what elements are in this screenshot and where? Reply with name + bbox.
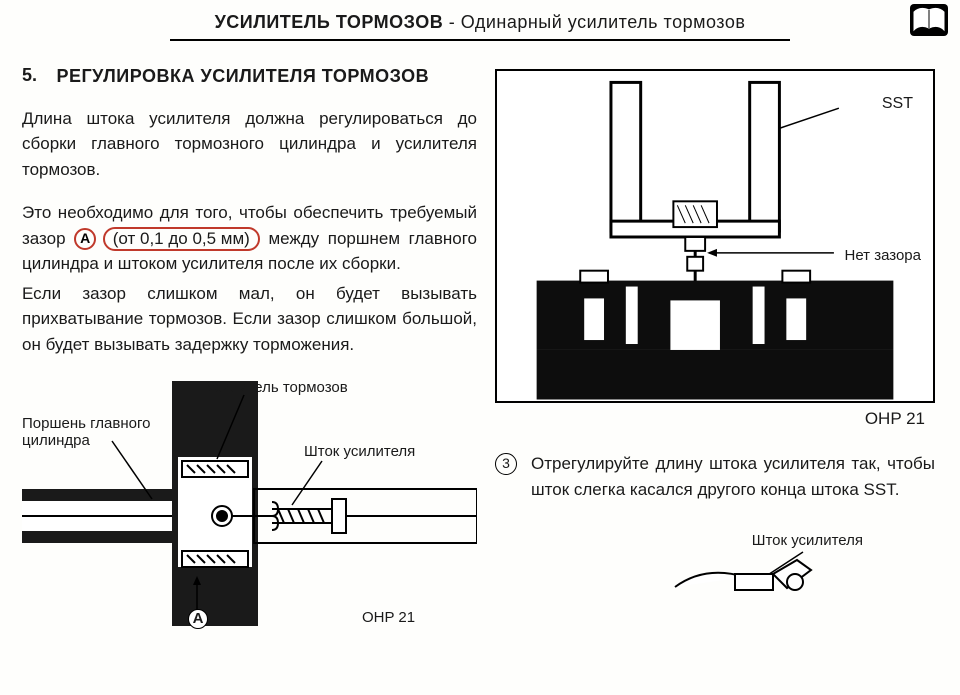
step-3: 3 Отрегулируйте длину штока усилителя та…: [495, 451, 935, 504]
book-icon: [910, 4, 948, 36]
content-area: 5. РЕГУЛИРОВКА УСИЛИТЕЛЯ ТОРМОЗОВ Длина …: [0, 45, 960, 626]
fig-top-sst-label: SST: [882, 95, 913, 113]
fig-bl-label-rod: Шток усилителя: [304, 443, 415, 460]
header-rest: - Одинарный усилитель тормозов: [443, 12, 745, 32]
header-title: УСИЛИТЕЛЬ ТОРМОЗОВ - Одинарный усилитель…: [215, 12, 746, 32]
step-3-number: 3: [495, 453, 517, 475]
paragraph-1: Длина штока усилителя должна регулиро­ва…: [22, 106, 477, 183]
paragraph-3: Если зазор слишком мал, он будет вызыват…: [22, 281, 477, 358]
figure-top: SST Нет зазора: [495, 69, 935, 403]
highlight-range: (от 0,1 до 0,5 мм): [103, 227, 260, 251]
step-3-text: Отрегулируйте длину штока усилителя так,…: [531, 451, 935, 504]
page-header: УСИЛИТЕЛЬ ТОРМОЗОВ - Одинарный усилитель…: [0, 0, 960, 45]
fig-br-rod-label: Шток усилителя: [752, 532, 863, 549]
fig-top-ref: OHP 21: [495, 403, 935, 429]
fig-top-nogap-label: Нет зазора: [844, 247, 921, 264]
left-column: 5. РЕГУЛИРОВКА УСИЛИТЕЛЯ ТОРМОЗОВ Длина …: [22, 65, 477, 626]
section-heading: 5. РЕГУЛИРОВКА УСИЛИТЕЛЯ ТОРМОЗОВ: [22, 65, 477, 88]
figure-bottom-right: Шток усилителя: [495, 532, 935, 597]
fig-bl-label-booster: Усилитель тормозов: [206, 379, 348, 396]
figure-bottom-left: Усилитель тормозов Поршень главного цили…: [22, 381, 477, 626]
section-number: 5.: [22, 65, 52, 86]
paragraph-2: Это необходимо для того, чтобы обеспечит…: [22, 200, 477, 277]
section-title: РЕГУЛИРОВКА УСИЛИТЕЛЯ ТОРМОЗОВ: [56, 65, 456, 88]
fig-bl-circle-a: A: [188, 609, 208, 629]
right-column: SST Нет зазора OHP 21 3 Отрегулируйте дл…: [495, 65, 935, 626]
header-bold: УСИЛИТЕЛЬ ТОРМОЗОВ: [215, 12, 444, 32]
fig-bl-label-piston: Поршень главного цилиндра: [22, 415, 162, 449]
highlight-letter-a: A: [74, 228, 96, 250]
header-underline: [170, 39, 790, 41]
fig-bl-ref: OHP 21: [362, 609, 415, 626]
